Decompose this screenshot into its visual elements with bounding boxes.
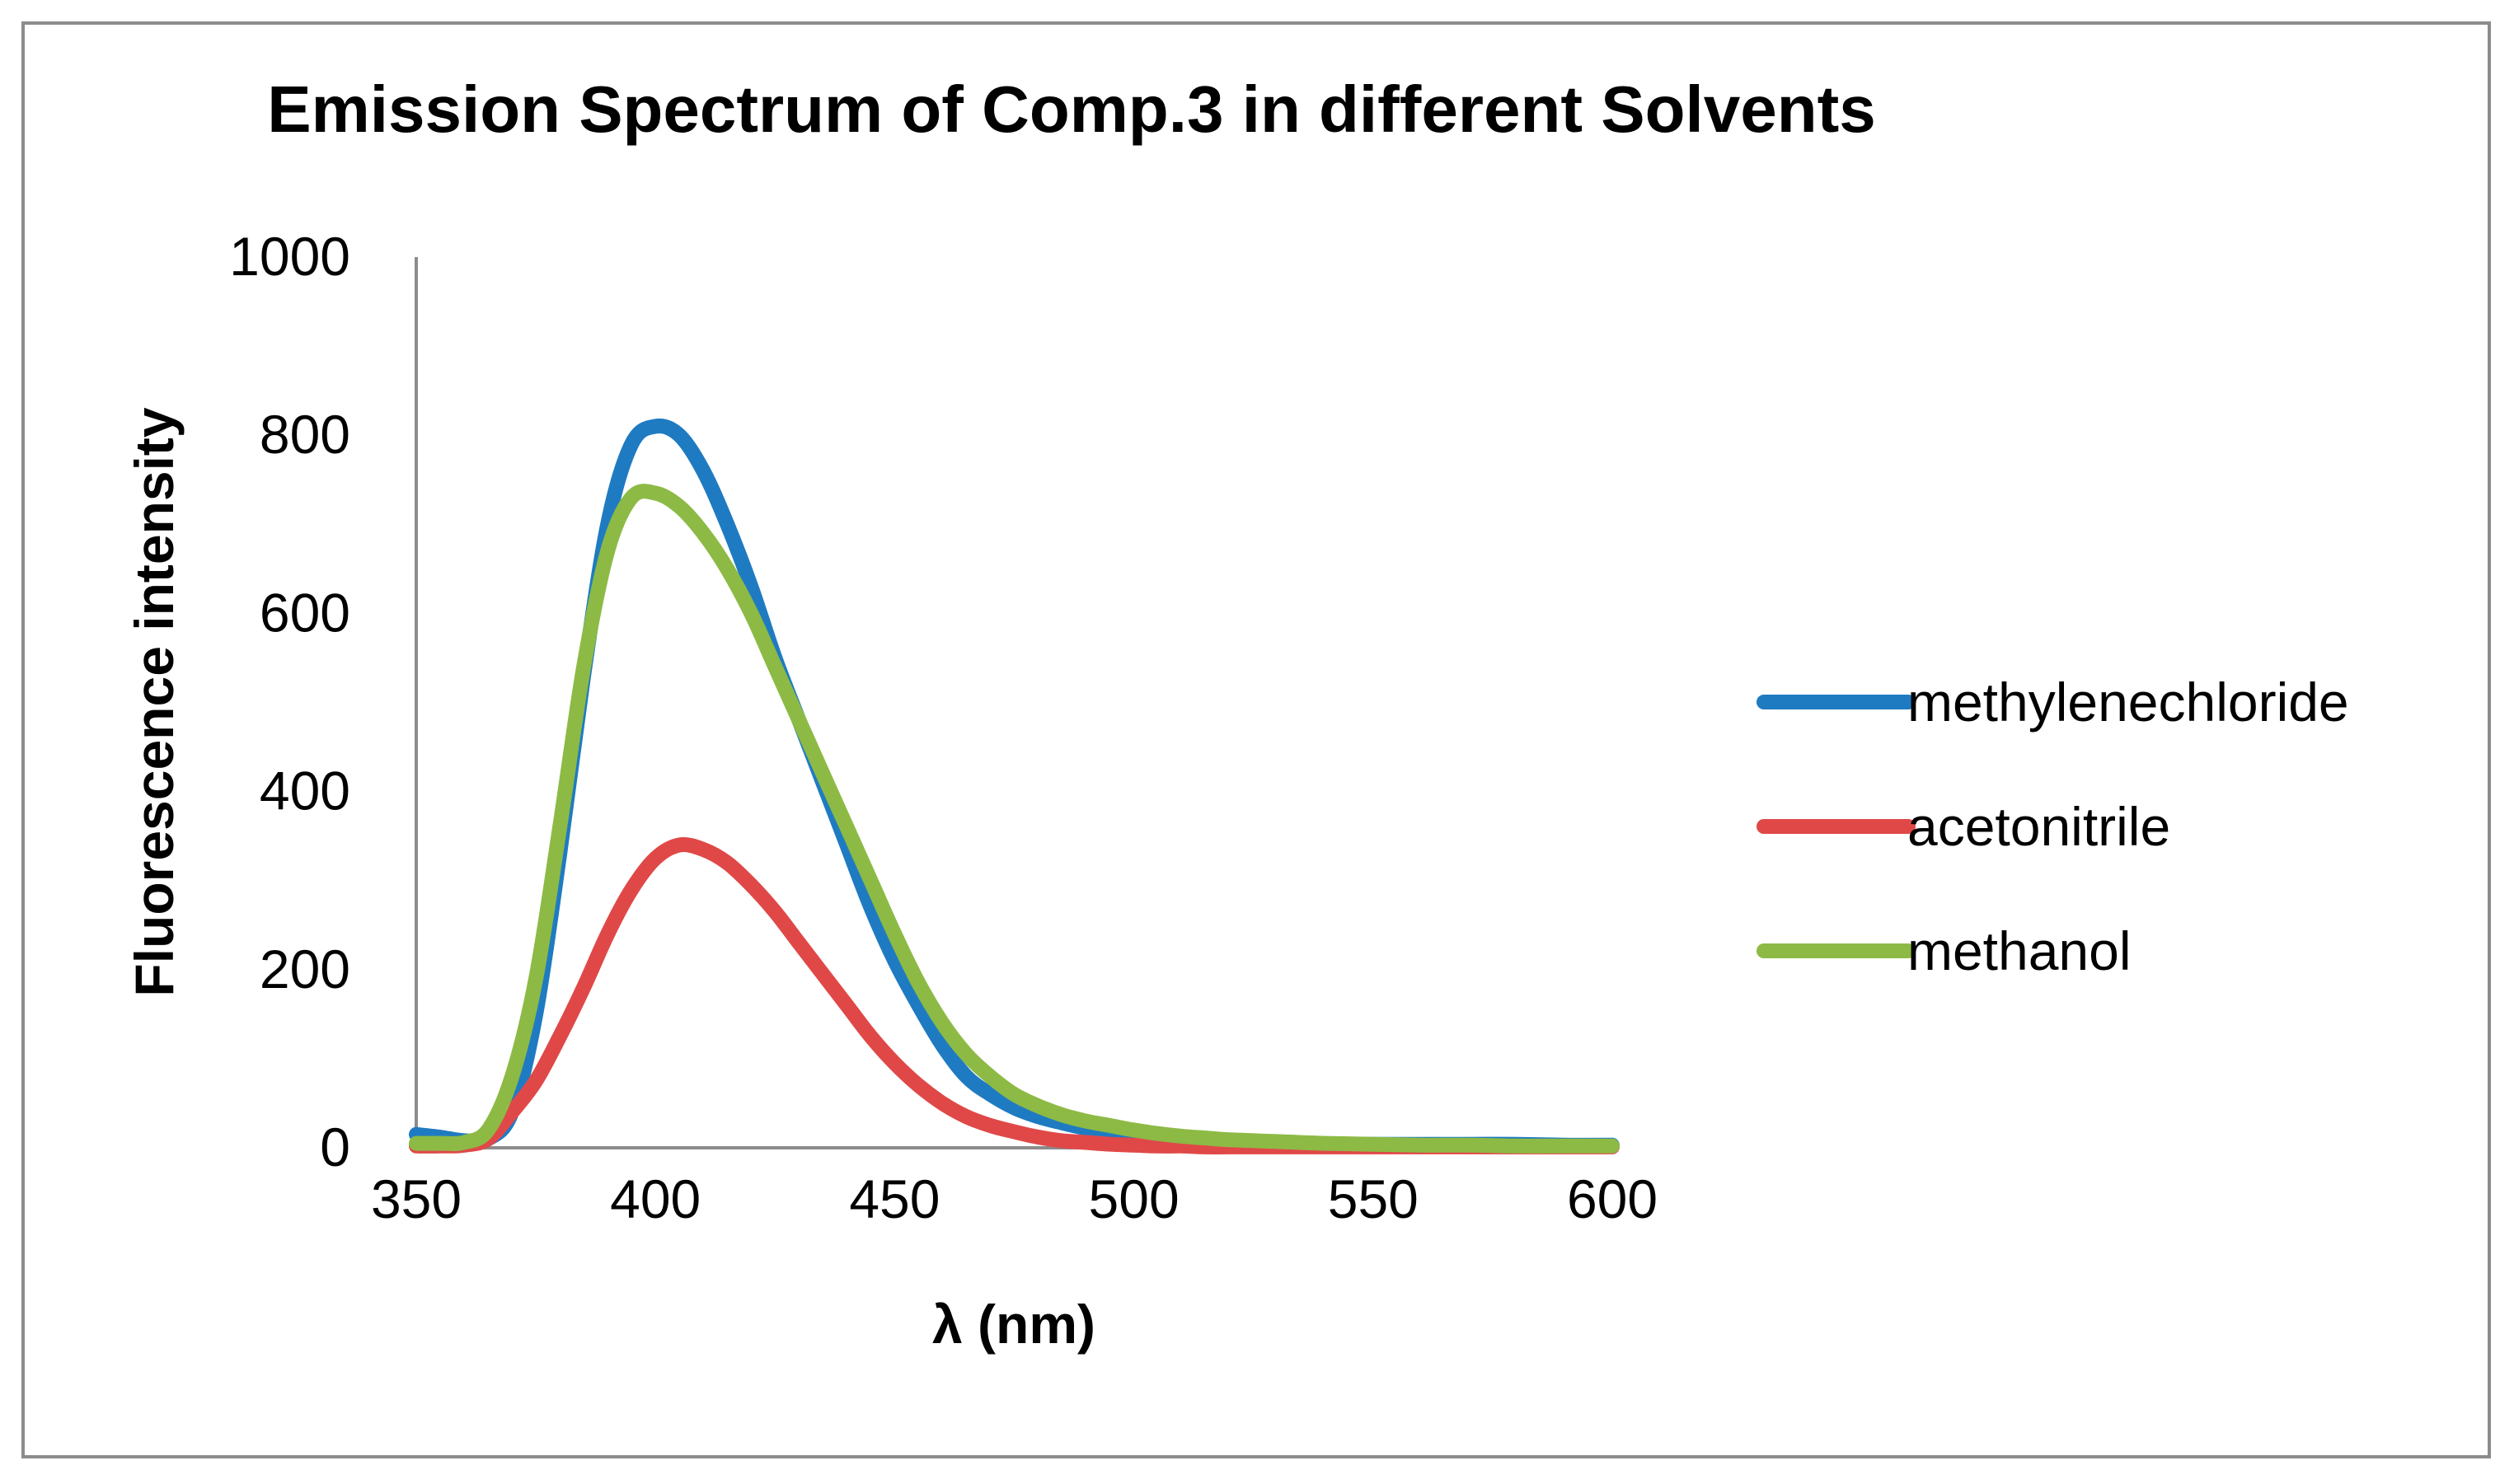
x-axis-label: λ (nm) xyxy=(932,1294,1095,1355)
x-tick-labels: 350 400 450 500 550 600 xyxy=(371,1168,1658,1229)
x-tick-label: 350 xyxy=(371,1168,462,1229)
y-tick-label: 1000 xyxy=(229,226,350,287)
legend-label: methanol xyxy=(1907,920,2132,981)
legend-label: acetonitrile xyxy=(1907,796,2170,857)
y-tick-label: 400 xyxy=(260,761,350,822)
chart-title: Emission Spectrum of Comp.3 in different… xyxy=(267,73,1875,146)
y-tick-label: 600 xyxy=(260,582,350,643)
legend: methylenechloride acetonitrile methanol xyxy=(1757,672,2349,981)
y-tick-labels: 0 200 400 600 800 1000 xyxy=(229,226,350,1177)
chart-svg: Emission Spectrum of Comp.3 in different… xyxy=(124,73,2349,1355)
series-lines xyxy=(409,418,1620,1154)
x-tick-label: 400 xyxy=(610,1168,701,1229)
y-axis-label: Fluorescence intensity xyxy=(124,407,185,997)
x-tick-label: 600 xyxy=(1567,1168,1658,1229)
series-line-methylenechloride xyxy=(409,418,1620,1153)
y-tick-label: 0 xyxy=(320,1117,350,1177)
x-tick-label: 450 xyxy=(849,1168,940,1229)
y-tick-label: 800 xyxy=(260,404,350,465)
series-line-methanol xyxy=(409,484,1620,1154)
y-tick-label: 200 xyxy=(260,939,350,999)
chart-frame: Emission Spectrum of Comp.3 in different… xyxy=(21,21,2491,1458)
x-tick-label: 550 xyxy=(1328,1168,1419,1229)
axes xyxy=(415,257,1612,1149)
x-tick-label: 500 xyxy=(1089,1168,1180,1229)
legend-label: methylenechloride xyxy=(1907,672,2349,733)
